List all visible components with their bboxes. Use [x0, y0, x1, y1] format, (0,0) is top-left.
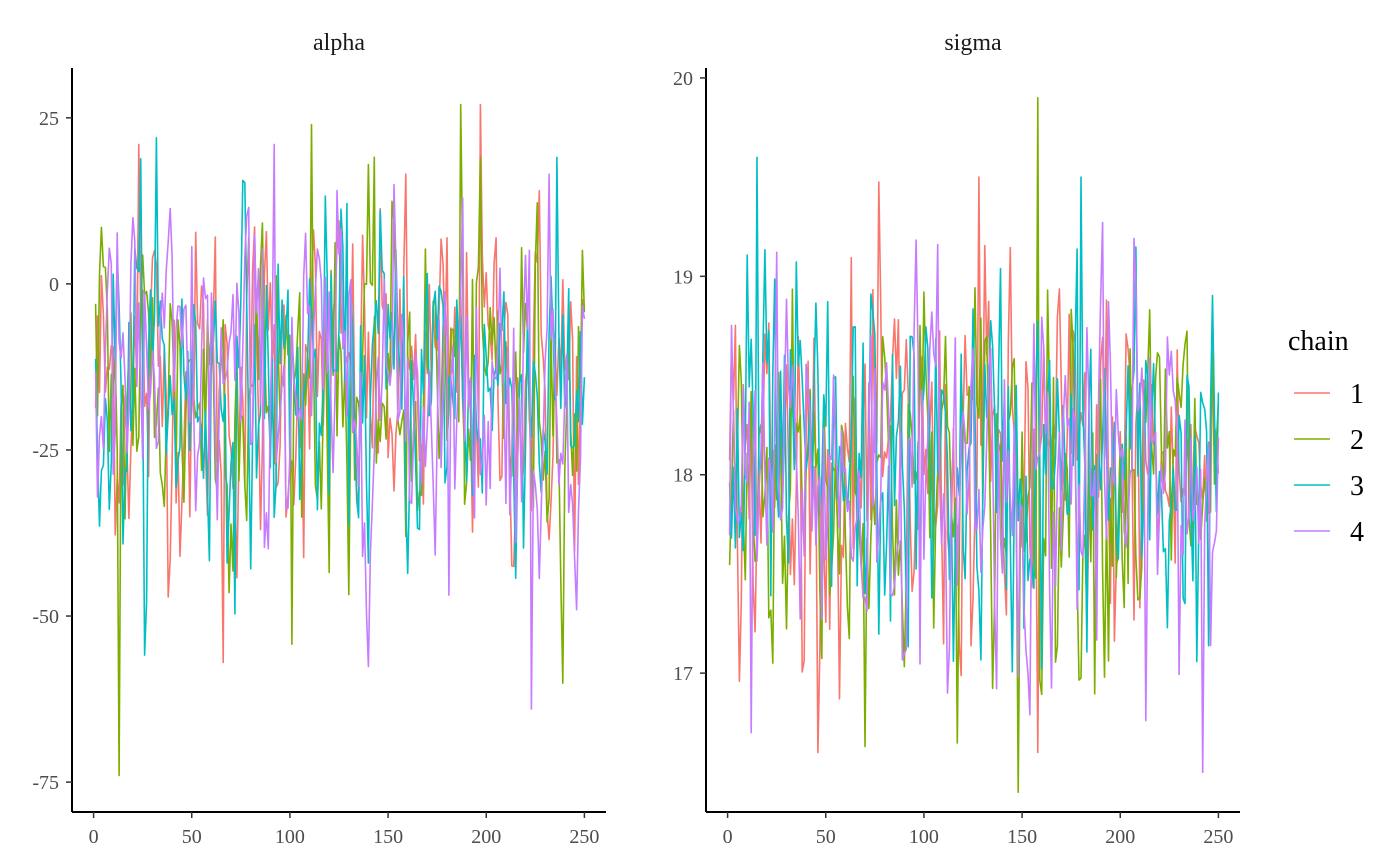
x-tick-label: 50 [816, 826, 836, 848]
legend-label-chain-1: 1 [1350, 379, 1364, 410]
y-tick-label: 17 [673, 663, 693, 685]
y-tick-label: 25 [39, 108, 59, 130]
x-tick-label: 100 [909, 826, 939, 848]
x-tick-label: 0 [723, 826, 733, 848]
legend-label-chain-3: 3 [1350, 471, 1364, 502]
legend-label-chain-4: 4 [1350, 517, 1364, 548]
x-tick-label: 100 [275, 826, 305, 848]
y-tick-label: 0 [49, 274, 59, 296]
x-tick-label: 200 [1105, 826, 1135, 848]
x-tick-label: 150 [1007, 826, 1037, 848]
y-tick-label: 18 [673, 465, 693, 487]
x-tick-label: 50 [182, 826, 202, 848]
legend-title: chain [1288, 326, 1349, 357]
panel-title: alpha [313, 30, 365, 56]
legend-label-chain-2: 2 [1350, 425, 1364, 456]
y-tick-label: -50 [32, 606, 59, 628]
panel-title: sigma [944, 30, 1002, 56]
series-line-chain-4 [94, 143, 586, 710]
x-tick-label: 200 [471, 826, 501, 848]
y-tick-label: 19 [673, 266, 693, 288]
x-tick-label: 150 [373, 826, 403, 848]
x-tick-label: 250 [569, 826, 599, 848]
series-line-chain-4 [728, 221, 1220, 774]
y-tick-label: -25 [32, 440, 59, 462]
x-tick-label: 0 [89, 826, 99, 848]
series-line-chain-3 [94, 137, 586, 656]
sigma-panel: sigma 0 50 100 150 200 250 20 19 18 17 [673, 30, 1240, 848]
series-line-chain-2 [94, 103, 586, 777]
y-tick-label: 20 [673, 68, 693, 90]
x-tick-label: 250 [1203, 826, 1233, 848]
y-tick-label: -75 [32, 772, 59, 794]
